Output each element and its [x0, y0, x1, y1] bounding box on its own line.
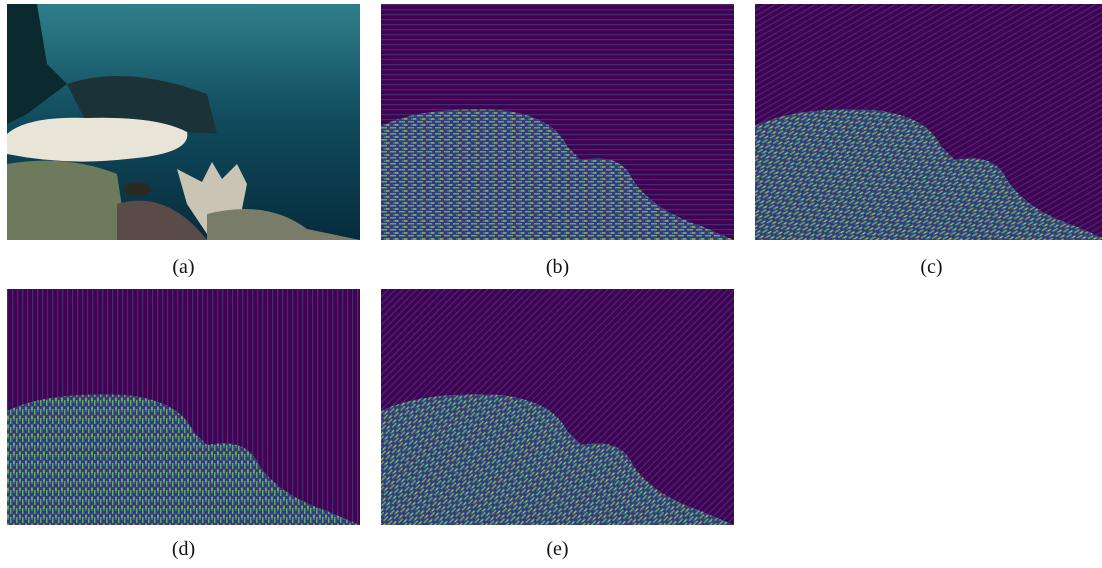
photo-panel [7, 4, 360, 240]
feature-map [381, 4, 734, 240]
feature-map [381, 289, 734, 525]
caption: (c) [755, 256, 1102, 279]
caption: (d) [7, 538, 360, 561]
feature-map [7, 289, 360, 525]
caption: (a) [7, 256, 360, 279]
caption: (e) [381, 538, 734, 561]
feature-map [755, 4, 1102, 240]
figure-page: (a) (b) (c) (d) (e) (() => { const data … [0, 0, 1102, 568]
caption: (b) [381, 256, 734, 279]
